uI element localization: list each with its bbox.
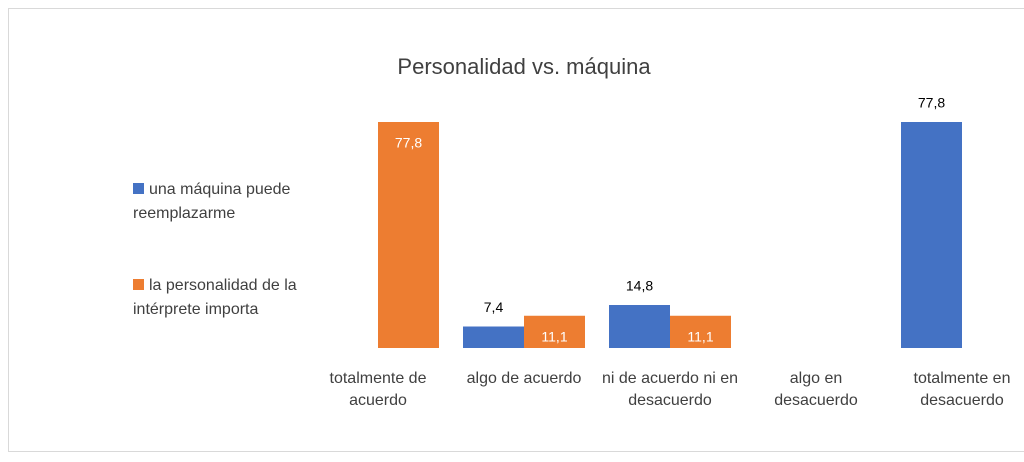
x-tick-label: totalmente en desacuerdo: [913, 370, 1011, 409]
x-tick-label: totalmente de acuerdo: [329, 370, 427, 409]
legend-label: una máquina puede reemplazarme: [133, 181, 291, 222]
bar: [524, 315, 585, 348]
data-label: 14,8: [626, 278, 653, 294]
x-tick-label: algo de acuerdo: [466, 370, 582, 387]
legend-label: la personalidad de la intérprete importa: [133, 277, 297, 318]
chart-title: Personalidad vs. máquina: [397, 54, 651, 79]
bar: [901, 122, 962, 348]
data-label: 11,1: [687, 328, 713, 344]
bar: [463, 326, 524, 348]
chart-frame: [8, 8, 1024, 452]
bar: [609, 305, 670, 348]
x-tick-label: ni de acuerdo ni en desacuerdo: [601, 370, 739, 409]
legend-swatch: [133, 279, 144, 290]
legend-item: una máquina puede reemplazarme: [133, 178, 333, 226]
bar: [670, 315, 731, 348]
legend-item: la personalidad de la intérprete importa: [133, 274, 333, 322]
data-label: 7,4: [484, 299, 504, 315]
data-label: 77,8: [395, 135, 422, 151]
bar: [378, 122, 439, 348]
data-label: 11,1: [541, 328, 567, 344]
data-label: 77,8: [918, 95, 945, 111]
x-tick-label: algo en desacuerdo: [774, 370, 858, 409]
legend-swatch: [133, 183, 144, 194]
